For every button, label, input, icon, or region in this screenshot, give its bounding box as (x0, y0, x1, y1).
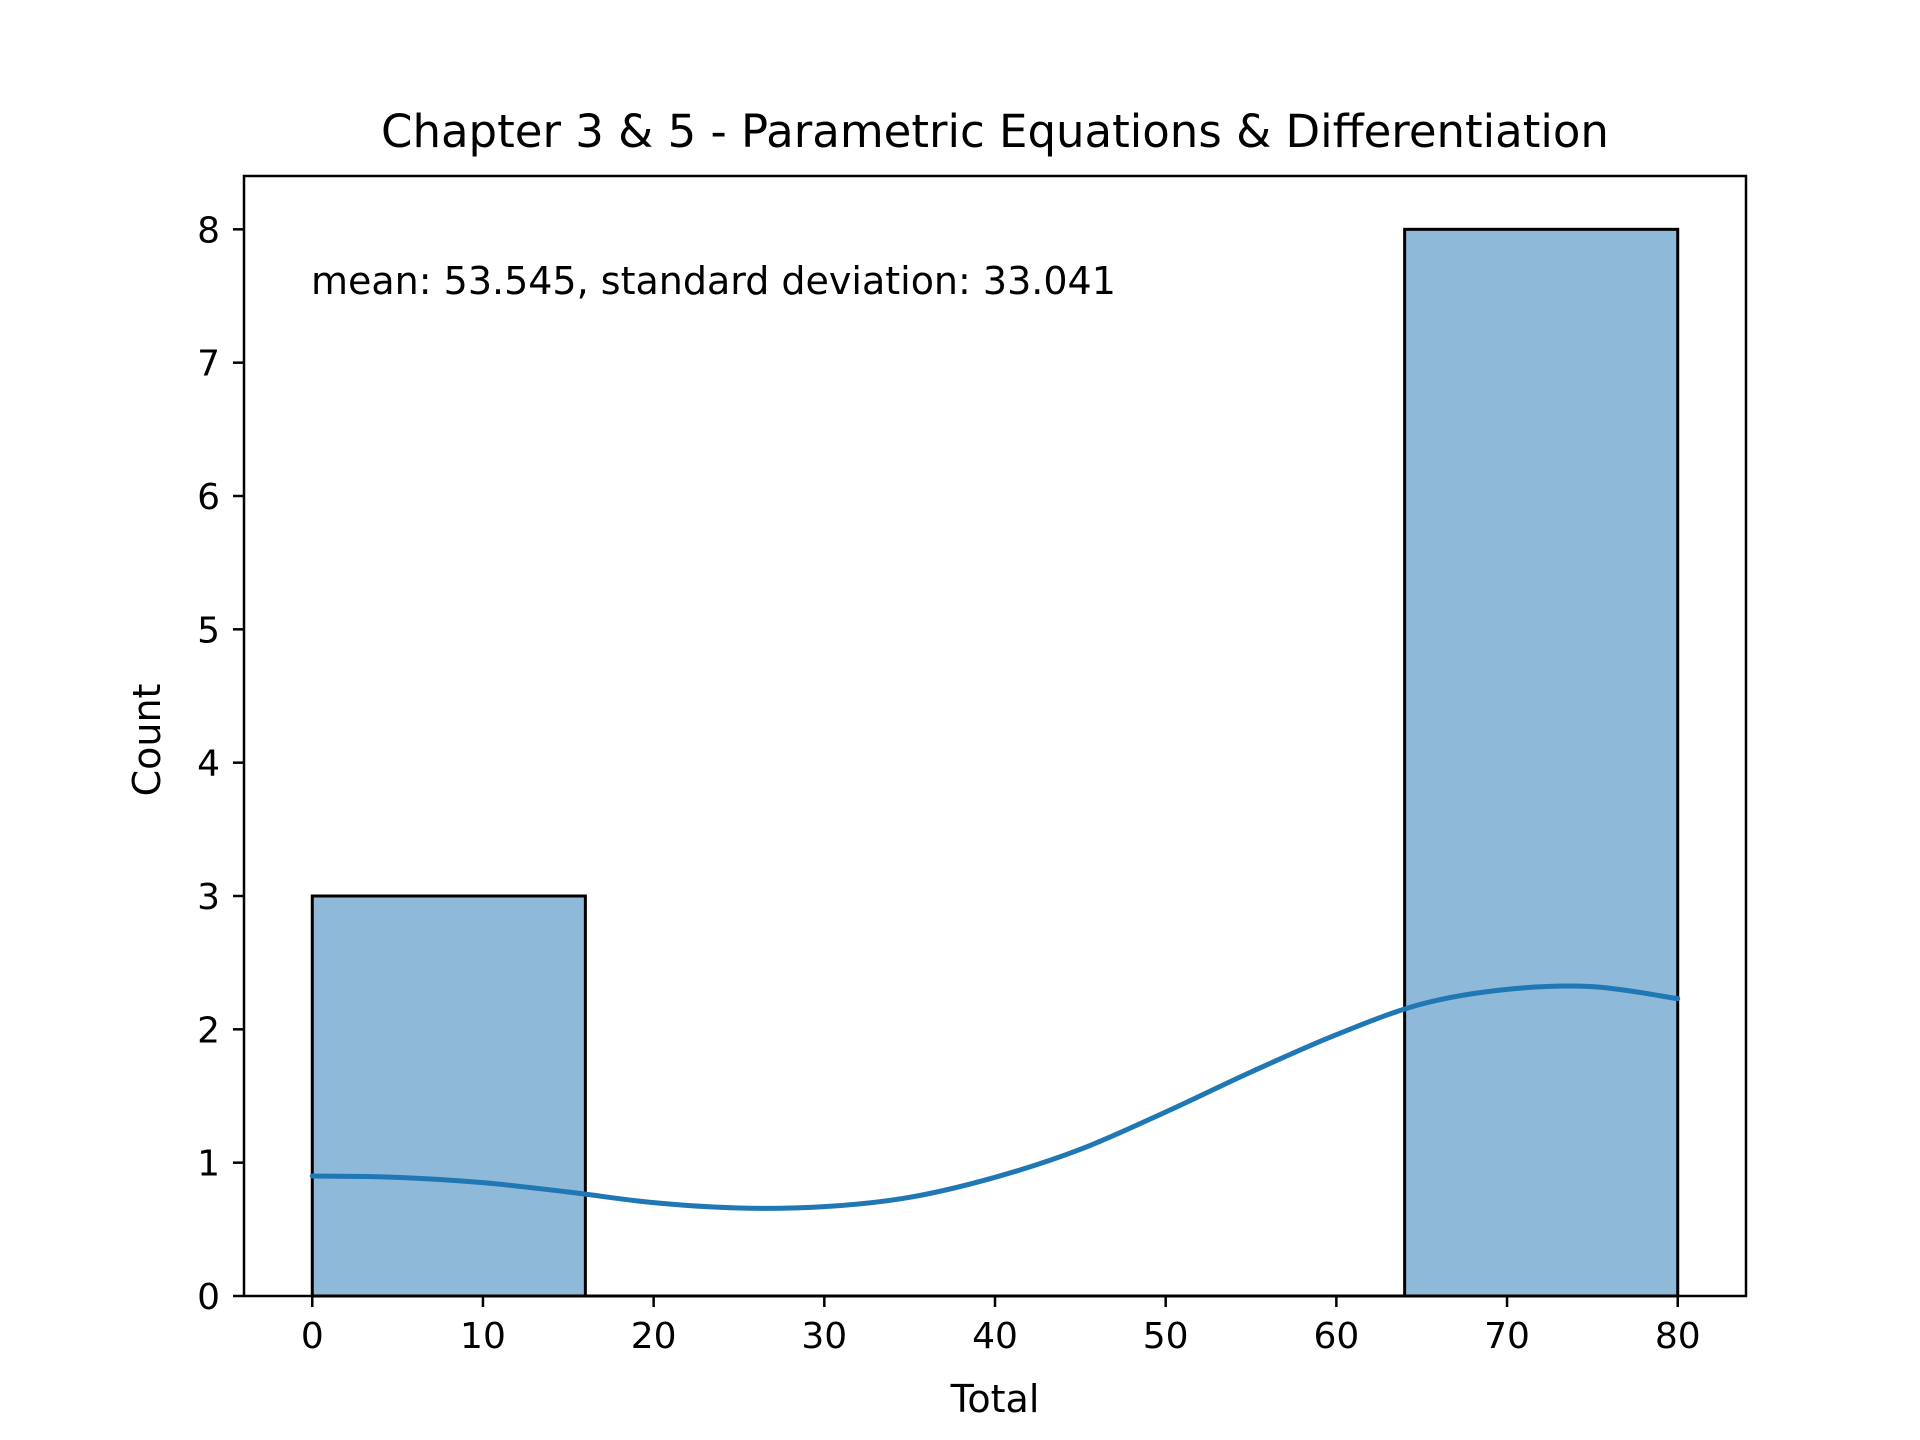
y-tick-label: 0 (197, 1277, 220, 1318)
y-tick-label: 2 (197, 1010, 220, 1051)
y-tick-label: 5 (197, 610, 220, 651)
x-tick-label: 50 (1143, 1316, 1189, 1357)
x-tick-label: 70 (1484, 1316, 1530, 1357)
stats-annotation: mean: 53.545, standard deviation: 33.041 (311, 259, 1116, 303)
y-axis-ticks: 0 1 2 3 4 5 6 7 8 (197, 210, 244, 1318)
x-axis-label: Total (950, 1377, 1040, 1421)
chart-title: Chapter 3 & 5 - Parametric Equations & D… (381, 105, 1609, 158)
x-tick-label: 40 (972, 1316, 1018, 1357)
x-axis-ticks: 0 10 20 30 40 50 60 70 80 (301, 1296, 1701, 1357)
x-tick-label: 60 (1313, 1316, 1359, 1357)
x-tick-label: 30 (801, 1316, 847, 1357)
y-tick-label: 7 (197, 344, 220, 385)
histogram-bar (310, 894, 587, 1298)
y-tick-label: 3 (197, 877, 220, 918)
x-tick-label: 20 (631, 1316, 677, 1357)
y-tick-label: 4 (197, 744, 220, 785)
histogram-bar (1403, 227, 1680, 1298)
y-axis-label: Count (125, 684, 169, 797)
y-tick-label: 6 (197, 477, 220, 518)
y-tick-label: 8 (197, 210, 220, 251)
x-tick-label: 10 (460, 1316, 506, 1357)
y-tick-label: 1 (197, 1144, 220, 1185)
histogram-bars (310, 227, 1680, 1298)
kde-curve (309, 983, 1681, 1211)
x-tick-label: 0 (301, 1316, 324, 1357)
x-tick-label: 80 (1655, 1316, 1701, 1357)
